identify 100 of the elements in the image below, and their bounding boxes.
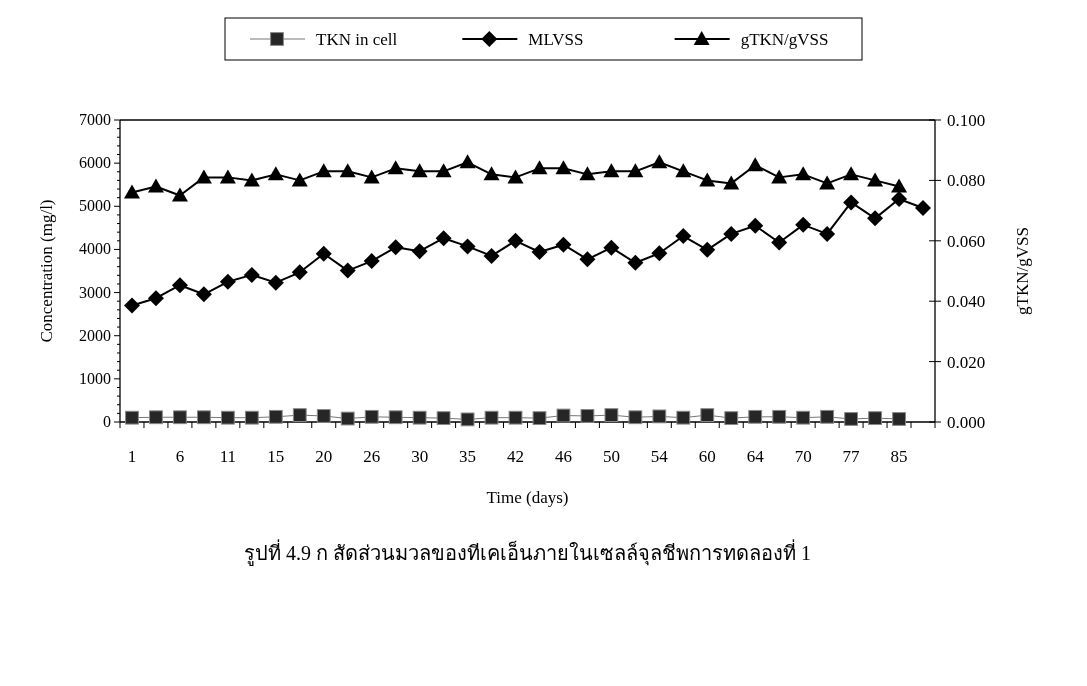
point xyxy=(315,163,332,178)
point xyxy=(555,236,572,253)
point xyxy=(435,230,452,247)
y-tick-label: 3000 xyxy=(79,283,111,301)
point xyxy=(219,273,236,290)
x-axis-title: Time (days) xyxy=(486,488,569,507)
point xyxy=(747,217,764,234)
point xyxy=(795,166,812,181)
point xyxy=(125,410,139,425)
point xyxy=(483,166,500,181)
x-tick-label: 30 xyxy=(411,447,429,466)
point xyxy=(507,169,524,184)
point xyxy=(867,210,884,227)
point xyxy=(507,232,524,249)
point xyxy=(292,408,307,422)
point xyxy=(435,163,452,178)
point xyxy=(675,228,692,245)
point xyxy=(579,166,596,181)
point xyxy=(147,178,164,193)
point xyxy=(388,410,403,425)
point xyxy=(652,409,667,424)
y-tick-label: 6000 xyxy=(79,154,111,172)
x-tick-label: 15 xyxy=(267,447,285,466)
point xyxy=(316,409,331,423)
point xyxy=(676,410,691,425)
point xyxy=(699,172,716,187)
point xyxy=(291,264,308,281)
point xyxy=(459,238,476,255)
x-tick-label: 85 xyxy=(890,447,908,466)
x-tick-label: 60 xyxy=(698,447,716,466)
point xyxy=(195,286,212,303)
point xyxy=(579,251,596,268)
point xyxy=(147,290,164,307)
y2-tick-label: 0.040 xyxy=(947,292,986,312)
point xyxy=(387,160,404,175)
point xyxy=(436,411,451,426)
point xyxy=(748,409,763,424)
point xyxy=(339,262,356,279)
y2-tick-label: 0.080 xyxy=(947,171,986,191)
point xyxy=(197,410,211,425)
point xyxy=(771,169,788,184)
point xyxy=(340,411,355,426)
y-tick-label: 5000 xyxy=(79,197,111,215)
point xyxy=(267,274,284,291)
point xyxy=(843,194,860,211)
y-tick-label: 4000 xyxy=(79,240,111,258)
point xyxy=(460,412,475,427)
point xyxy=(651,154,668,169)
y-tick-label: 7000 xyxy=(79,111,111,128)
x-tick-label: 54 xyxy=(650,447,669,466)
point xyxy=(411,243,428,260)
x-tick-label: 50 xyxy=(602,447,620,466)
y-tick-label: 2000 xyxy=(79,326,111,344)
point xyxy=(532,411,547,426)
y-tick-label: 1000 xyxy=(79,369,111,387)
legend-label: gTKN/gVSS xyxy=(740,30,829,49)
point xyxy=(844,412,858,426)
point xyxy=(220,410,235,425)
point xyxy=(267,166,284,181)
point xyxy=(771,234,788,251)
point xyxy=(531,244,548,261)
point xyxy=(171,187,188,202)
point xyxy=(723,225,740,242)
point xyxy=(219,169,236,184)
point xyxy=(123,184,140,199)
point xyxy=(580,409,595,423)
x-tick-label: 64 xyxy=(746,447,765,466)
point xyxy=(651,245,668,262)
point xyxy=(556,408,571,423)
point xyxy=(867,172,884,187)
point xyxy=(675,163,692,178)
point xyxy=(364,409,379,424)
point xyxy=(796,410,811,425)
point xyxy=(795,216,812,233)
x-tick-label: 1 xyxy=(127,447,137,466)
x-tick-label: 46 xyxy=(554,447,572,466)
point xyxy=(628,410,643,425)
point xyxy=(411,163,428,178)
point xyxy=(123,297,140,314)
point xyxy=(868,411,882,426)
point xyxy=(149,410,163,425)
text: รูปที่ 4.9 ก สัดส่วนมวลของทีเคเอ็นภายในเซลล์จุลชีพการทดลองที่ 1 xyxy=(244,539,811,566)
point xyxy=(699,241,716,258)
point xyxy=(412,410,427,425)
point xyxy=(363,169,380,184)
point xyxy=(459,154,476,169)
point xyxy=(243,172,260,187)
y2-axis-title: gTKN/gVSS xyxy=(1013,227,1032,315)
point xyxy=(747,157,764,172)
point xyxy=(724,411,739,426)
point xyxy=(604,408,619,422)
x-tick-label: 11 xyxy=(219,447,237,466)
point xyxy=(819,175,836,190)
y2-tick-label: 0.060 xyxy=(947,231,986,251)
point xyxy=(268,409,283,424)
point xyxy=(627,163,644,178)
point xyxy=(603,239,620,256)
legend-label: MLVSS xyxy=(528,30,584,49)
x-tick-label: 42 xyxy=(507,447,525,466)
x-tick-label: 6 xyxy=(175,447,185,466)
